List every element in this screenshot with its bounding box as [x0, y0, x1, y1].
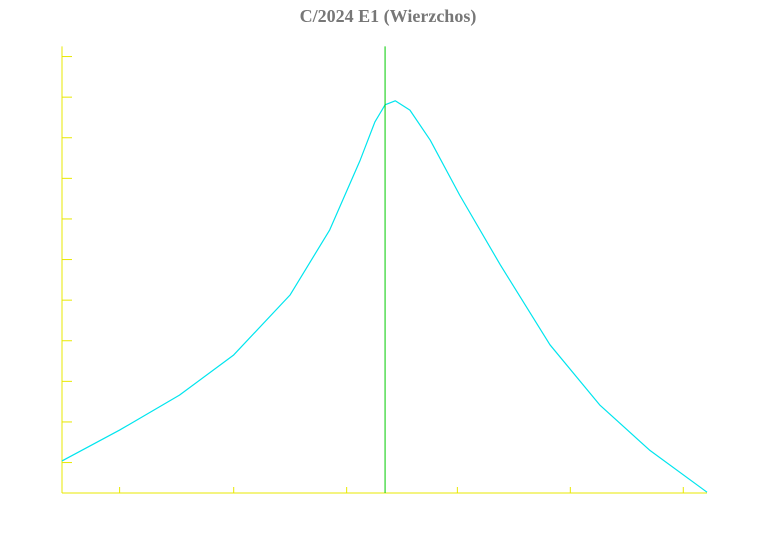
data-line: [61, 100, 708, 493]
chart-title: C/2024 E1 (Wierzchos): [300, 6, 477, 27]
